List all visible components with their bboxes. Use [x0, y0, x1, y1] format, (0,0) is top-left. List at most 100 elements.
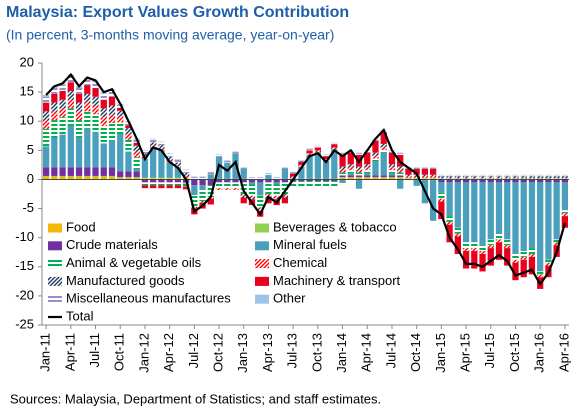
bar-segment [125, 128, 132, 135]
bar-segment [537, 174, 544, 176]
bar-segment [397, 166, 404, 170]
bar-segment [553, 239, 560, 243]
bar-segment [150, 185, 157, 189]
bar-segment [117, 104, 124, 108]
bar-segment [306, 154, 313, 179]
bar-segment [125, 139, 132, 152]
bar-segment [133, 145, 140, 152]
bar-segment [273, 182, 280, 185]
bar-segment [413, 176, 420, 178]
bar-segment [51, 102, 58, 112]
legend-swatch [48, 259, 62, 269]
x-tick-label: Oct-11 [112, 333, 127, 371]
bar-segment [84, 85, 91, 94]
bar-segment [512, 259, 519, 263]
bar-segment [553, 175, 560, 177]
bar-segment [108, 105, 116, 115]
bar-segment [364, 177, 371, 180]
bar-segment [298, 160, 305, 162]
bar-segment [545, 174, 552, 176]
bar-segment [150, 138, 157, 140]
bar-segment [133, 177, 140, 180]
bar-segment [364, 175, 371, 178]
bar-segment [537, 274, 544, 278]
bar-segment [339, 154, 346, 167]
bar-segment [537, 175, 544, 177]
bar-segment [479, 179, 486, 183]
bar-segment [446, 221, 453, 225]
bar-segment [528, 248, 536, 254]
bar-segment [108, 175, 116, 177]
bar-segment [281, 167, 289, 169]
bar-segment [314, 147, 321, 151]
bar-segment [281, 195, 289, 198]
bar-segment [331, 143, 338, 145]
bar-segment [182, 170, 190, 174]
bar-segment [372, 158, 379, 162]
bar-segment [306, 150, 313, 154]
bar-segment [528, 253, 536, 257]
bar-segment [322, 179, 330, 182]
bar-segment [388, 173, 396, 176]
bar-segment [215, 182, 223, 189]
bar-segment [347, 173, 354, 176]
bar-segment [512, 174, 519, 176]
bar-segment [413, 167, 420, 169]
bar-segment [364, 167, 371, 171]
bar-segment [51, 111, 58, 121]
bar-segment [59, 99, 66, 109]
bar-segment [265, 194, 272, 196]
bar-segment [100, 176, 107, 180]
bar-segment [117, 116, 124, 123]
bar-segment [487, 248, 494, 266]
bar-segment [166, 161, 173, 178]
bar-segment [133, 171, 140, 178]
bar-segment [446, 178, 453, 179]
bar-segment [150, 145, 157, 147]
bar-segment [265, 173, 272, 174]
bar-segment [561, 210, 569, 214]
legend-label: Beverages & tobacco [273, 219, 397, 234]
bar-segment [520, 175, 527, 177]
bar-segment [51, 88, 58, 94]
bar-segment [405, 168, 412, 175]
legend-swatch [255, 276, 269, 286]
y-tick-label: -10 [15, 229, 34, 244]
bar-segment [298, 179, 305, 182]
bar-segment [347, 170, 354, 174]
bar-segment [322, 154, 330, 155]
bar-segment [273, 195, 280, 198]
bar-segment [380, 132, 387, 144]
bar-segment [273, 184, 280, 196]
bar-segment [462, 175, 470, 177]
bar-segment [331, 181, 338, 188]
bar-segment [421, 177, 429, 179]
bar-segment [248, 195, 256, 198]
bar-segment [141, 179, 149, 183]
legend-swatch [255, 259, 269, 269]
bar-segment [232, 152, 239, 154]
y-tick-label: -15 [15, 258, 34, 273]
bar-segment [240, 195, 247, 198]
bar-segment [166, 177, 173, 179]
bar-segment [537, 271, 544, 275]
bar-segment [166, 153, 173, 154]
bar-segment [388, 175, 396, 178]
bar-segment [75, 111, 83, 121]
bar-segment [174, 178, 181, 180]
bar-segment [512, 175, 519, 177]
bar-segment [191, 185, 198, 196]
bar-segment [141, 178, 149, 180]
bar-segment [355, 153, 363, 155]
bar-segment [446, 179, 453, 183]
bar-segment [174, 179, 181, 183]
bar-segment [479, 178, 486, 179]
bar-segment [306, 153, 313, 155]
bar-segment [520, 174, 527, 176]
bar-segment [520, 256, 527, 260]
bar-segment [380, 177, 387, 180]
bar-segment [339, 152, 346, 154]
total-line [45, 72, 566, 287]
y-tick-label: 0 [27, 171, 34, 186]
